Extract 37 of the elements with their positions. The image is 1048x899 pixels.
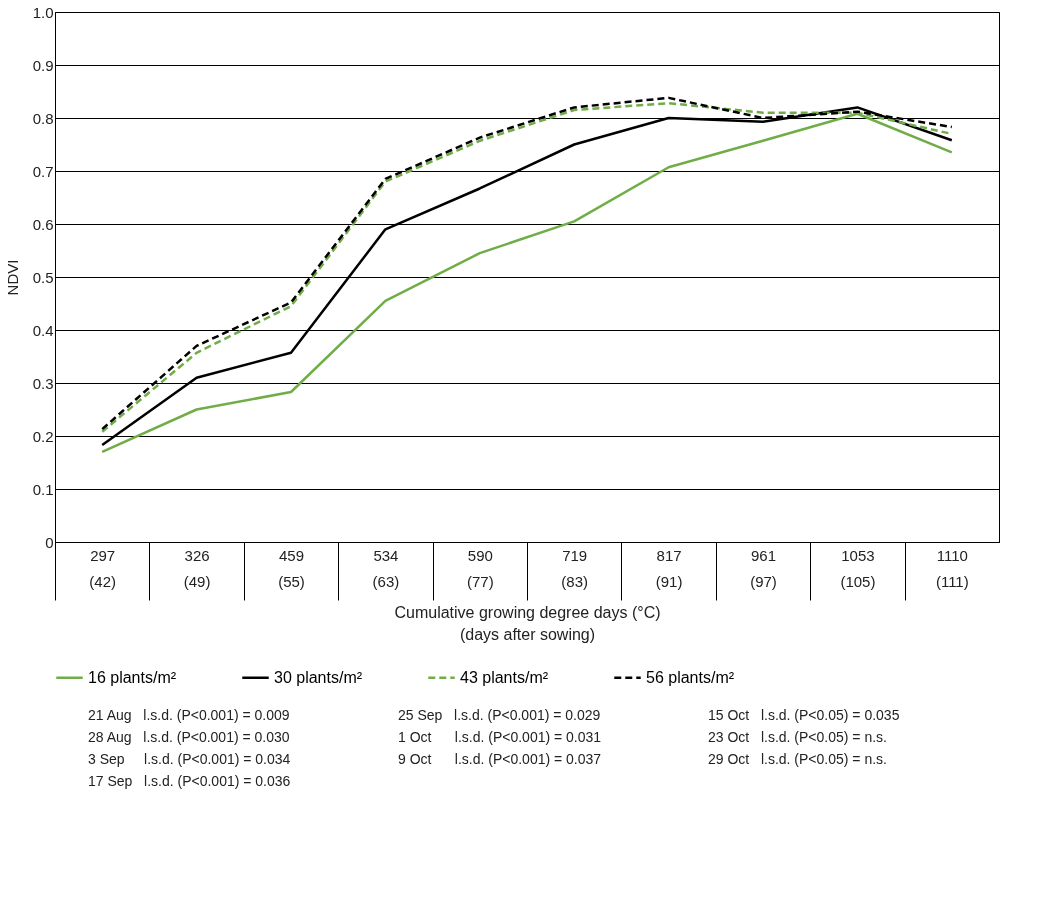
x-tick-label: 719 (83) xyxy=(561,546,589,590)
y-tick-label: 0.6 xyxy=(32,215,54,233)
text: 1 Oct l.s.d. (P<0.001) = 0.031 xyxy=(398,729,603,745)
x-tick-label: 817 (91) xyxy=(655,546,683,590)
x-tick-label: 590 (77) xyxy=(466,546,494,590)
y-tick-label: 0 xyxy=(45,533,54,551)
x-tick-label: 534 (63) xyxy=(372,546,400,590)
legend-label: 43 plants/m² xyxy=(460,668,549,686)
text: 21 Aug l.s.d. (P<0.001) = 0.009 xyxy=(88,707,291,723)
x-tick-label: 459 (55) xyxy=(278,546,305,590)
y-tick-label: 0.1 xyxy=(32,480,54,498)
y-tick-label: 0.5 xyxy=(32,268,54,286)
x-tick-label: 326 (49) xyxy=(183,546,211,590)
legend-label: 56 plants/m² xyxy=(646,668,735,686)
x-tick-label: 961 (97) xyxy=(750,546,777,590)
y-axis-title: NDVI xyxy=(3,259,21,296)
y-tick-label: 0.9 xyxy=(32,56,54,74)
x-tick-label: 297 (42) xyxy=(89,546,117,590)
x-axis-title: Cumulative growing degree days (°C) (days after sowing) xyxy=(394,604,661,643)
text: 28 Aug l.s.d. (P<0.001) = 0.030 xyxy=(88,729,291,745)
y-tick-label: 0.7 xyxy=(32,162,54,180)
x-tick-label: 1110 (111) xyxy=(935,546,969,590)
y-tick-label: 0.4 xyxy=(32,321,54,339)
y-tick-label: 1.0 xyxy=(32,3,54,21)
legend-label: 16 plants/m² xyxy=(88,668,177,686)
text: 3 Sep l.s.d. (P<0.001) = 0.034 xyxy=(88,751,292,767)
legend-label: 30 plants/m² xyxy=(274,668,363,686)
text: 9 Oct l.s.d. (P<0.001) = 0.037 xyxy=(398,751,603,767)
y-tick-label: 0.3 xyxy=(32,374,54,392)
y-tick-label: 0.2 xyxy=(32,427,54,445)
text: 15 Oct l.s.d. (P<0.05) = 0.035 xyxy=(708,707,901,723)
text: 25 Sep l.s.d. (P<0.001) = 0.029 xyxy=(398,707,602,723)
y-tick-label: 0.8 xyxy=(32,109,54,127)
text: 17 Sep l.s.d. (P<0.001) = 0.036 xyxy=(88,773,292,789)
text: 29 Oct l.s.d. (P<0.05) = n.s. xyxy=(708,751,888,767)
x-tick-label: 1053 (105) xyxy=(840,546,876,590)
text: 23 Oct l.s.d. (P<0.05) = n.s. xyxy=(708,729,888,745)
